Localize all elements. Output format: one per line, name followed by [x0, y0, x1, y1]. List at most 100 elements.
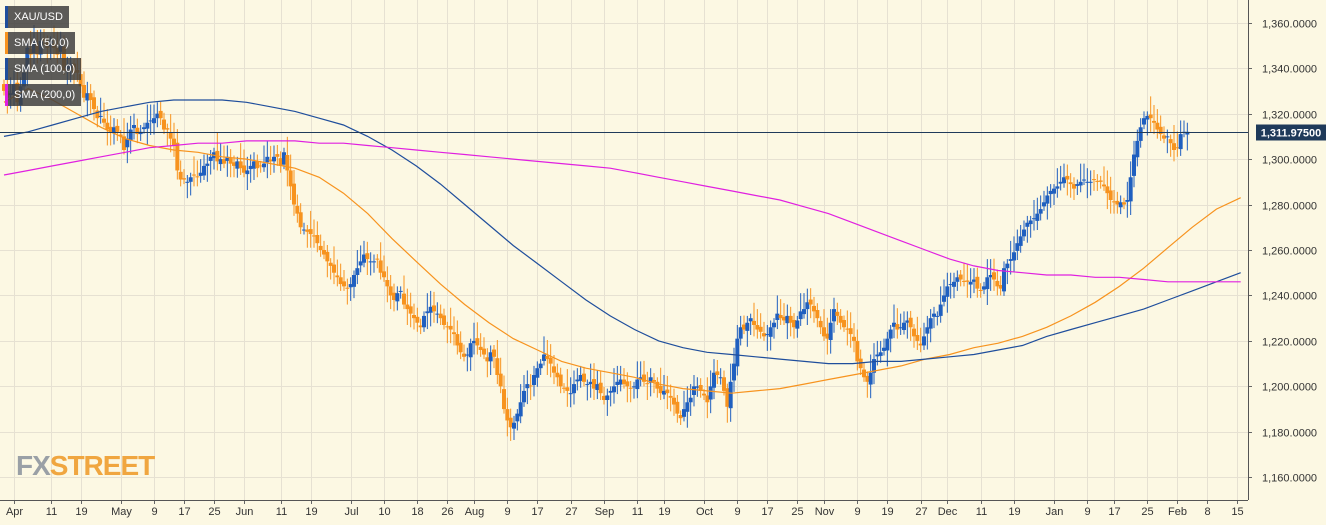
candle-body [1015, 243, 1020, 251]
legend-item-sma50[interactable]: SMA (50,0) [5, 32, 76, 54]
legend-item-xauusd[interactable]: XAU/USD [5, 6, 69, 28]
candle-body [878, 352, 883, 356]
logo-fx: FX [16, 450, 51, 481]
legend-swatch-sma200 [5, 84, 8, 106]
current-price-box [1256, 124, 1326, 141]
candle-body [692, 386, 696, 395]
legend-item-sma200[interactable]: SMA (200,0) [5, 84, 82, 106]
candle-body [98, 115, 103, 117]
candle-body [135, 127, 140, 135]
candle-body [478, 346, 483, 350]
x-tick-label: 17 [531, 506, 543, 518]
candle-body [248, 165, 253, 170]
candle-body [938, 304, 943, 316]
candle-body [1002, 268, 1006, 292]
candle-body [908, 317, 913, 328]
candle-body [545, 355, 550, 360]
candle-body [732, 363, 736, 381]
x-tick-label: Aug [465, 506, 485, 518]
sma-line-0 [3, 87, 1241, 394]
legend: XAU/USD SMA (50,0) SMA (100,0) SMA (200,… [5, 6, 82, 110]
candle-body [1145, 115, 1150, 120]
current-price-label: 1,311.97500 [1261, 128, 1322, 140]
candle-body [955, 277, 960, 282]
candle-body [918, 343, 923, 346]
candle-body [798, 311, 803, 320]
candle-body [945, 286, 950, 297]
candle-body [772, 322, 776, 328]
candle-body [305, 229, 310, 232]
legend-label-xauusd: XAU/USD [14, 11, 63, 23]
candle-body [525, 384, 530, 389]
candle-body [1092, 179, 1096, 181]
candle-body [488, 352, 493, 362]
logo-street: STREET [49, 450, 155, 481]
candle-body [745, 322, 750, 331]
candle-body [1055, 186, 1060, 189]
candle-body [105, 122, 110, 130]
candle-body [548, 357, 553, 364]
candle-body [498, 373, 503, 387]
candle-body [278, 158, 283, 166]
candle-body [1075, 184, 1080, 186]
candle-body [585, 384, 590, 386]
candle-body [1005, 263, 1010, 269]
legend-item-sma100[interactable]: SMA (100,0) [5, 58, 82, 80]
candle-body [605, 395, 610, 400]
candle-body [232, 162, 236, 166]
y-tick-label: 1,200.0000 [1262, 382, 1317, 394]
candle-body [312, 235, 316, 237]
candle-body [108, 126, 113, 132]
candle-body [885, 338, 890, 351]
candle-body [632, 386, 636, 388]
candle-body [182, 178, 186, 180]
candle-body [375, 258, 380, 260]
candle-body [425, 311, 430, 314]
candle-body [922, 336, 926, 346]
y-tick-label: 1,220.0000 [1262, 337, 1317, 349]
sma-line-1 [3, 99, 1241, 365]
candle-body [842, 320, 846, 328]
candle-body [852, 336, 856, 341]
candle-body [635, 379, 640, 390]
candle-body [298, 212, 303, 228]
candle-body [868, 372, 873, 385]
candle-body [958, 274, 963, 280]
y-tick-label: 1,240.0000 [1262, 291, 1317, 303]
candle-body [612, 386, 616, 393]
x-tick-label: 19 [881, 506, 893, 518]
candle-body [325, 251, 330, 262]
x-tick-label: Sep [595, 506, 615, 518]
x-tick-label: 19 [1008, 506, 1020, 518]
candle-body [648, 377, 653, 383]
candle-body [695, 386, 700, 388]
candle-body [668, 395, 673, 398]
candle-body [208, 156, 213, 161]
candle-body [128, 129, 133, 140]
x-tick-label: 27 [565, 506, 577, 518]
candle-body [948, 284, 953, 286]
candle-body [828, 322, 833, 340]
candle-body [102, 118, 106, 123]
y-tick-label: 1,340.0000 [1262, 64, 1317, 76]
candle-body [378, 260, 383, 273]
candle-body [725, 388, 730, 407]
candle-body [768, 327, 773, 337]
candle-body [2, 84, 6, 91]
candle-body [832, 309, 836, 322]
candle-body [962, 280, 966, 282]
candle-body [872, 359, 876, 373]
candle-body [365, 253, 370, 260]
candle-body [485, 357, 490, 362]
candle-body [615, 381, 620, 385]
candle-body [912, 328, 916, 337]
candle-body [758, 326, 763, 332]
legend-label-sma50: SMA (50,0) [14, 37, 70, 49]
candle-body [888, 329, 893, 339]
candle-body [538, 363, 543, 369]
candle-body [1068, 182, 1073, 185]
candle-body [825, 333, 830, 339]
candle-body [455, 334, 460, 346]
candle-body [595, 384, 600, 390]
candle-body [482, 348, 486, 355]
